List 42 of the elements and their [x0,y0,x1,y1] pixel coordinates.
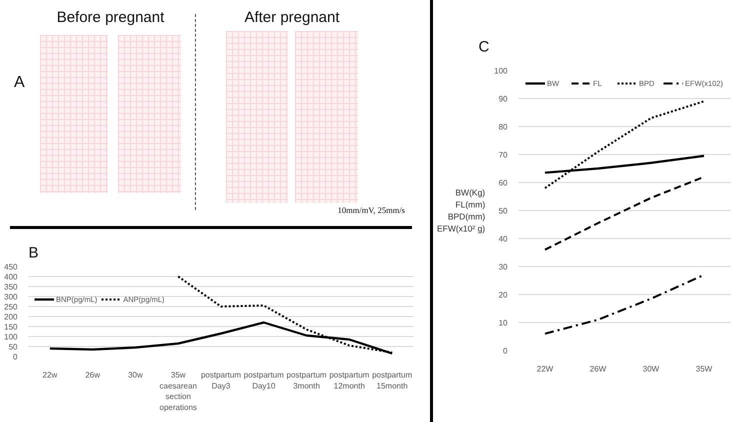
y-tick-label: 350 [4,282,18,292]
line-series [544,100,705,190]
y-tick-label: 80 [498,122,508,132]
x-tick-label: postpartum Day10 [244,370,284,390]
y-tick-label: 20 [498,290,508,300]
x-tick-label: 26w [85,370,100,380]
y-tick-label: 250 [4,302,18,312]
text: Before pregnant [56,8,166,28]
y-tick-label: 100 [494,66,508,76]
x-tick-label: postpartum Day3 [200,370,242,390]
y-tick-label: 300 [4,292,18,302]
y-tick-label: 10 [498,318,508,328]
y-tick-label: 100 [4,332,18,342]
y-tick-label: 200 [4,312,18,322]
text: A [14,73,25,93]
y-tick-label: 60 [498,178,508,188]
y-tick-label: 40 [498,234,508,244]
x-tick-label: 26W [590,364,607,374]
y-tick-label: 30 [498,262,508,272]
x-tick-label: 35w caesarean section operations [160,370,197,412]
x-tick-label: 22w [42,370,58,380]
y-tick-label: 400 [4,272,18,282]
x-tick-label: postpartum 3month [286,370,327,390]
y-tick-label: 50 [498,206,508,216]
text: After pregnant [243,8,341,28]
text: 10mm/mV, 25mm/s [336,204,405,216]
y-tick-label: 90 [498,94,508,104]
x-tick-label: 22W [536,364,554,374]
y-tick-label: 50 [8,342,18,352]
y-axis-title: BW(Kg) FL(mm) BPD(mm) EFW(x10² g) [436,188,486,234]
y-tick-label: 450 [4,262,18,272]
chart-title: B [28,244,39,262]
x-tick-label: 30W [642,364,660,374]
chart-title: C [478,38,490,56]
y-tick-label: 70 [498,150,508,160]
y-tick-label: 150 [4,322,18,332]
x-tick-label: 35W [696,364,713,374]
x-tick-label: 30w [128,370,144,380]
y-tick-label: 0 [503,346,508,356]
x-tick-label: postpartum 12month [329,370,370,390]
x-tick-label: postpartum 15month [372,370,412,390]
y-tick-label: 0 [13,352,18,362]
